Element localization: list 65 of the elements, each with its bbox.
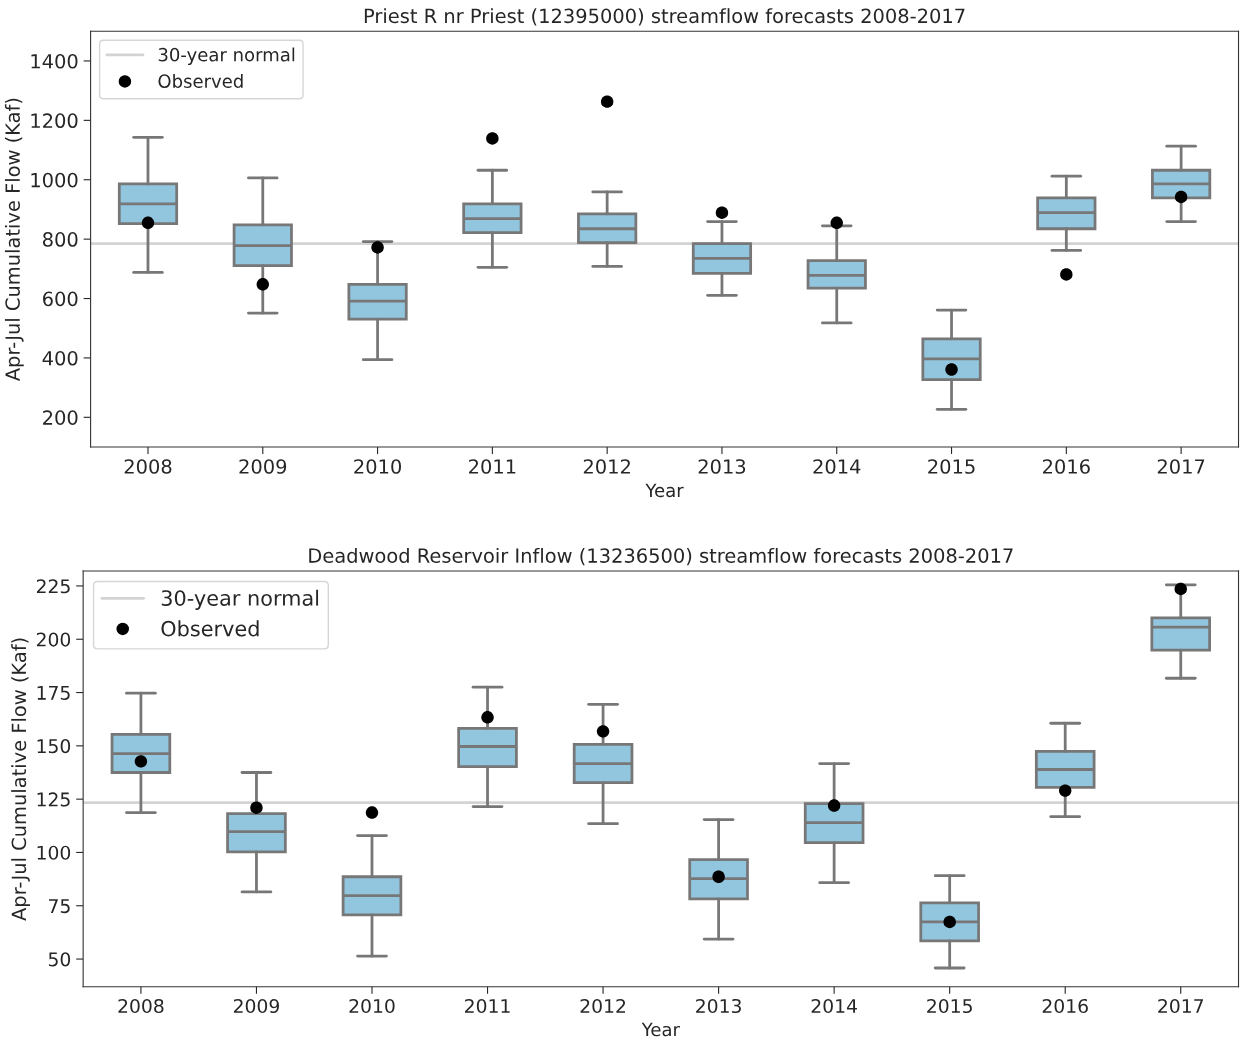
chart-title: Priest R nr Priest (12395000) streamflow forecasts 2008-2017 [364,8,965,26]
x-tick-label: 2014 [811,998,857,1014]
point [486,132,499,145]
x-tick-label: 2011 [465,998,510,1014]
y-tick-label: 75 [49,899,70,914]
x-tick-label: 2016 [1042,998,1088,1014]
x-tick-label: 2012 [580,998,626,1014]
point [371,241,384,254]
legend-label: 30-year normal [161,589,319,610]
y-tick-label: 1200 [31,113,78,129]
y-tick-label: 150 [37,739,71,754]
point [256,278,269,291]
x-tick-label: 2009 [239,459,287,474]
y-tick-label: 1400 [31,53,78,69]
y-tick-label: 800 [42,232,78,247]
y-axis-title: Apr-Jul Cumulative Flow (Kaf) [4,98,24,382]
y-tick-label: 600 [43,291,78,307]
y-tick-label: 50 [48,952,71,967]
y-tick-label: 400 [42,350,78,366]
point [134,755,148,768]
x-tick-label: 2014 [813,459,861,474]
point [365,806,379,819]
x-tick-label: 2011 [469,459,516,474]
x-tick-label: 2010 [349,998,395,1014]
y-tick-label: 1000 [31,172,78,188]
x-tick-label: 2013 [698,459,746,474]
x-tick-label: 2012 [583,459,630,474]
point [943,915,956,929]
x-tick-label: 2016 [1043,459,1090,474]
point [250,801,263,814]
point [830,216,843,230]
x-tick-label: 2010 [354,459,402,474]
legend-label: Observed [161,620,259,637]
x-tick-label: 2015 [927,998,972,1014]
point [1174,190,1188,204]
x-tick-label: 2017 [1158,998,1204,1014]
y-tick-label: 225 [36,579,70,594]
x-tick-label: 2008 [124,459,172,474]
point [596,725,610,738]
y-tick-label: 175 [37,686,70,700]
legend-label: 30-year normal [158,47,295,65]
x-tick-label: 2013 [696,998,741,1014]
x-tick-label: 2009 [233,998,279,1014]
chart-title: Deadwood Reservoir Inflow (13236500) streamflow forecasts 2008-2017 [309,547,1013,566]
point [712,870,725,883]
point [827,799,841,812]
point [1174,582,1187,596]
x-axis-title: Year [641,1022,680,1037]
point [945,363,958,376]
x-tick-label: 2017 [1157,459,1205,474]
x-tick-label: 2008 [118,998,164,1014]
point [141,216,155,230]
point [1060,268,1073,281]
x-tick-label: 2015 [928,459,975,474]
point [715,206,729,219]
y-tick-label: 200 [36,632,71,647]
y-tick-label: 200 [43,410,78,425]
point [481,711,494,724]
legend-label: Observed [158,74,243,88]
x-axis-title: Year [645,483,684,498]
y-tick-label: 125 [37,792,70,807]
y-axis-title: Apr-Jul Cumulative Flow (Kaf) [11,638,30,921]
point [1059,784,1072,797]
point [600,95,614,108]
y-tick-label: 100 [37,845,71,860]
